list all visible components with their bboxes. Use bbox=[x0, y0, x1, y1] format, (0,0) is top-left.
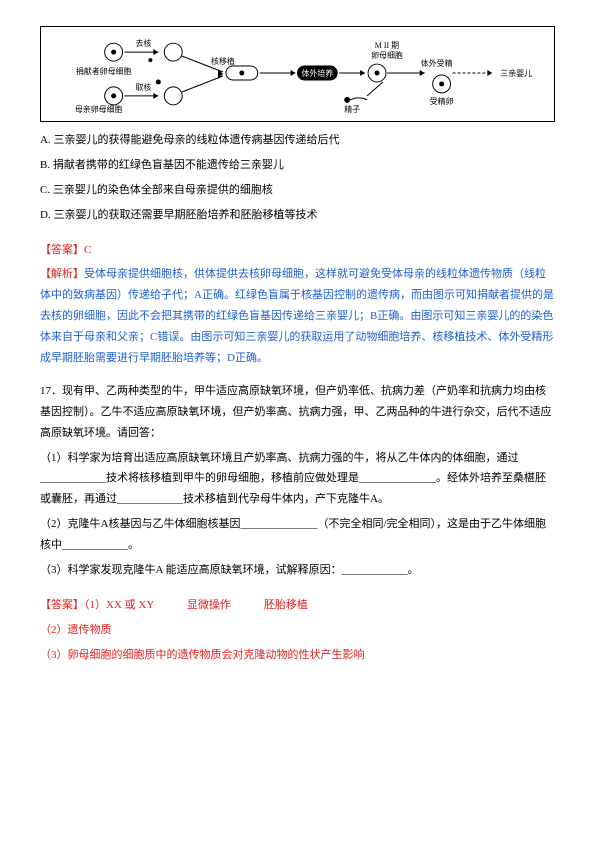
culture-label: 取核 bbox=[135, 82, 151, 92]
egg-label: 卵母细胞 bbox=[371, 50, 403, 60]
q2-a2: （2）遗传物质 bbox=[40, 620, 555, 641]
nuc-transfer-label: 核移植 bbox=[211, 56, 235, 66]
option-c: C. 三亲婴儿的染色体全部来自母亲提供的细胞核 bbox=[40, 180, 555, 201]
q2-a1: （1）XX 或 XY 显微操作 胚胎移植 bbox=[84, 599, 308, 611]
q2-num: 17． bbox=[40, 385, 62, 397]
option-b: B. 捐献者携带的红绿色盲基因不能遗传给三亲婴儿 bbox=[40, 155, 555, 176]
m2-label: M II 期 bbox=[375, 41, 399, 50]
option-d: D. 三亲婴儿的获取还需要早期胚胎培养和胚胎移植等技术 bbox=[40, 205, 555, 226]
invitro-label: 体外培养 bbox=[302, 68, 334, 78]
q2-stem-text: 现有甲、乙两种类型的牛，甲牛适应高原缺氧环境，但产奶率低、抗病力差（产奶率和抗病… bbox=[40, 385, 552, 439]
q2-p3: （3）科学家发现克隆牛A 能适应高原缺氧环境，试解释原因：___________… bbox=[40, 560, 555, 581]
q2-p2: （2）克隆牛A核基因与乙牛体细胞核基因______________（不完全相同/… bbox=[40, 514, 555, 556]
q2-p1: （1）科学家为培育出适应高原缺氧环境且产奶率高、抗病力强的牛，将从乙牛体内的体细… bbox=[40, 448, 555, 511]
denuc-label: 去核 bbox=[135, 38, 151, 48]
q2-answers: 【答案】（1）XX 或 XY 显微操作 胚胎移植 bbox=[40, 595, 555, 616]
zygote-label: 受精卵 bbox=[430, 96, 454, 106]
q1-answer-line: 【答案】C bbox=[40, 240, 555, 261]
mother-label: 母亲卵母细胞 bbox=[75, 104, 123, 114]
answer-label2: 【答案】 bbox=[40, 599, 84, 611]
q1-answer: C bbox=[84, 244, 91, 256]
q2-stem: 17．现有甲、乙两种类型的牛，甲牛适应高原缺氧环境，但产奶率低、抗病力差（产奶率… bbox=[40, 381, 555, 444]
baby-label: 三亲婴儿 bbox=[500, 68, 532, 78]
q2-a3: （3）卵母细胞的细胞质中的遗传物质会对克隆动物的性状产生影响 bbox=[40, 645, 555, 666]
q1-explain-text: 受体母亲提供细胞核，供体提供去核卵母细胞，这样就可避免受体母亲的线粒体遗传物质（… bbox=[40, 268, 554, 364]
answer-label: 【答案】 bbox=[40, 244, 84, 256]
sperm-label: 精子 bbox=[344, 104, 360, 114]
donor-label: 捐献者卵母细胞 bbox=[76, 66, 132, 76]
ivf-label: 体外受精 bbox=[421, 58, 453, 68]
option-a: A. 三亲婴儿的获得能避免母亲的线粒体遗传病基因传递给后代 bbox=[40, 130, 555, 151]
process-diagram: 捐献者卵母细胞 去核 母亲卵母细胞 取核 核移植 体外培养 M II 期 bbox=[40, 26, 555, 122]
q1-explain: 【解析】受体母亲提供细胞核，供体提供去核卵母细胞，这样就可避免受体母亲的线粒体遗… bbox=[40, 264, 555, 368]
explain-label: 【解析】 bbox=[40, 268, 84, 280]
